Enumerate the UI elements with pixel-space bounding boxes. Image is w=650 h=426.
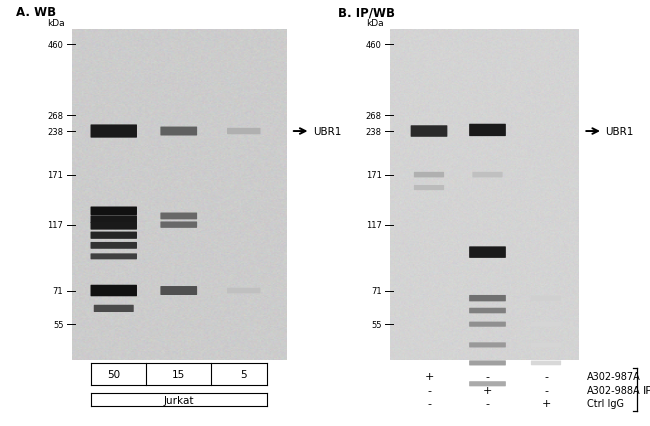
FancyBboxPatch shape	[90, 232, 137, 239]
FancyBboxPatch shape	[90, 254, 137, 260]
Text: 268: 268	[366, 112, 382, 121]
FancyBboxPatch shape	[469, 360, 506, 366]
FancyBboxPatch shape	[531, 361, 561, 366]
Text: 238: 238	[366, 127, 382, 136]
Text: kDa: kDa	[366, 19, 384, 28]
FancyBboxPatch shape	[469, 381, 506, 386]
FancyBboxPatch shape	[531, 343, 561, 348]
Text: +: +	[541, 398, 551, 409]
FancyBboxPatch shape	[473, 173, 502, 178]
Text: -: -	[544, 371, 548, 381]
Text: 238: 238	[47, 127, 64, 136]
Text: -: -	[427, 398, 431, 409]
Text: A302-988A: A302-988A	[586, 385, 640, 395]
Text: 71: 71	[371, 286, 382, 295]
FancyBboxPatch shape	[227, 288, 261, 294]
Text: 117: 117	[366, 221, 382, 230]
FancyBboxPatch shape	[94, 305, 134, 312]
Text: +: +	[483, 385, 492, 395]
Text: 460: 460	[366, 40, 382, 49]
Text: 171: 171	[366, 171, 382, 180]
FancyBboxPatch shape	[414, 173, 444, 178]
FancyBboxPatch shape	[90, 216, 137, 224]
FancyBboxPatch shape	[414, 186, 444, 191]
FancyBboxPatch shape	[469, 295, 506, 302]
Text: 50: 50	[107, 369, 120, 379]
Text: A. WB: A. WB	[16, 6, 57, 19]
FancyBboxPatch shape	[469, 308, 506, 314]
FancyBboxPatch shape	[531, 296, 561, 301]
Text: -: -	[486, 398, 489, 409]
Text: -: -	[486, 371, 489, 381]
FancyBboxPatch shape	[161, 286, 197, 295]
FancyBboxPatch shape	[90, 125, 137, 138]
Text: UBR1: UBR1	[605, 127, 634, 137]
FancyBboxPatch shape	[469, 322, 506, 327]
Text: +: +	[424, 371, 434, 381]
Text: 71: 71	[53, 286, 64, 295]
FancyBboxPatch shape	[161, 127, 197, 136]
FancyBboxPatch shape	[161, 213, 197, 220]
Text: 460: 460	[47, 40, 64, 49]
FancyBboxPatch shape	[411, 126, 447, 138]
Text: 55: 55	[371, 320, 382, 329]
FancyBboxPatch shape	[469, 124, 506, 137]
Text: kDa: kDa	[47, 19, 65, 28]
FancyBboxPatch shape	[90, 207, 137, 216]
Text: IP: IP	[643, 385, 650, 395]
FancyBboxPatch shape	[469, 343, 506, 348]
Text: 55: 55	[53, 320, 64, 329]
Text: 171: 171	[47, 171, 64, 180]
Text: 5: 5	[240, 369, 247, 379]
Text: -: -	[427, 385, 431, 395]
FancyBboxPatch shape	[227, 129, 261, 135]
Text: Jurkat: Jurkat	[164, 394, 194, 405]
Text: A302-987A: A302-987A	[586, 371, 640, 381]
Text: 268: 268	[47, 112, 64, 121]
FancyBboxPatch shape	[531, 322, 561, 327]
FancyBboxPatch shape	[90, 242, 137, 249]
Text: 117: 117	[47, 221, 64, 230]
FancyBboxPatch shape	[90, 222, 137, 230]
FancyBboxPatch shape	[469, 247, 506, 258]
Text: Ctrl IgG: Ctrl IgG	[586, 398, 623, 409]
FancyBboxPatch shape	[161, 222, 197, 228]
Text: 15: 15	[172, 369, 185, 379]
Text: -: -	[544, 385, 548, 395]
FancyBboxPatch shape	[90, 285, 137, 296]
Text: UBR1: UBR1	[313, 127, 341, 137]
Text: B. IP/WB: B. IP/WB	[338, 6, 395, 19]
